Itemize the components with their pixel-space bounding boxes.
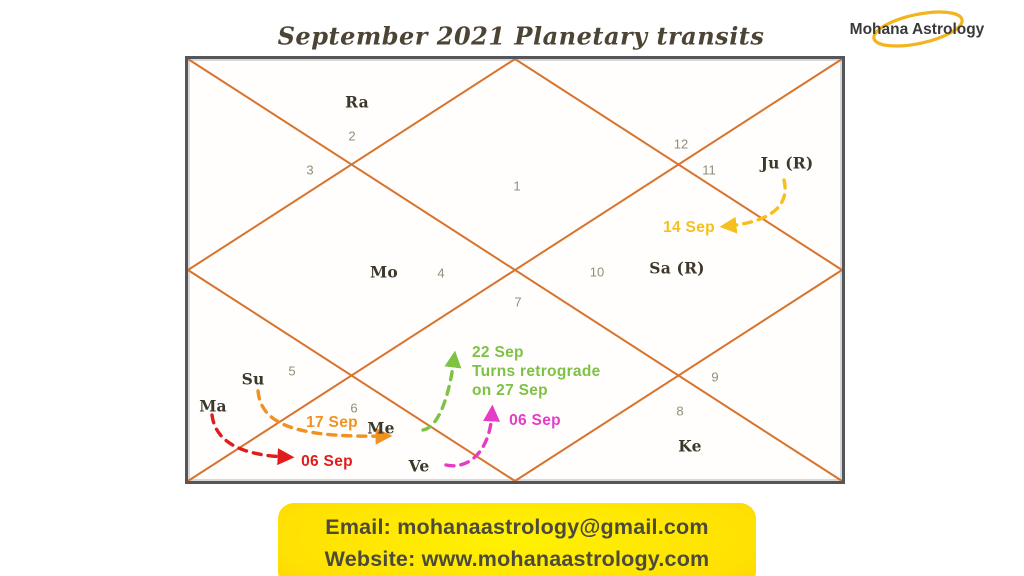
contact-website: Website: www.mohanaastrology.com — [324, 547, 710, 571]
planet-mars: Ma — [199, 396, 227, 416]
planet-mercury: Me — [367, 418, 395, 438]
house-number-10: 10 — [589, 264, 605, 280]
logo-ellipse-icon — [872, 10, 964, 48]
planet-rahu: Ra — [345, 92, 369, 112]
house-number-7: 7 — [514, 294, 522, 310]
planet-ketu: Ke — [678, 436, 702, 456]
page-title: September 2021 Planetary transits — [277, 21, 765, 51]
house-number-5: 5 — [288, 363, 296, 379]
mercury-retrograde-date: on 27 Sep — [472, 382, 548, 399]
sun-transit-arrow — [256, 389, 393, 445]
house-number-11: 11 — [702, 162, 716, 178]
jupiter-transit-arrow — [719, 178, 787, 234]
house-number-3: 3 — [306, 162, 314, 178]
contact-email: Email: mohanaastrology@gmail.com — [325, 515, 709, 539]
jupiter-transit-date: 14 Sep — [663, 219, 715, 236]
chart-grid — [188, 59, 842, 481]
house-number-4: 4 — [437, 265, 445, 281]
sun-transit-date: 17 Sep — [306, 414, 358, 431]
house-number-1: 1 — [513, 178, 521, 194]
planet-venus: Ve — [408, 456, 430, 476]
house-number-2: 2 — [348, 128, 356, 144]
transit-chart: 1 2 3 4 5 6 7 8 9 10 11 12 Ra Ju (R) Mo … — [185, 56, 845, 484]
house-number-12: 12 — [673, 136, 689, 152]
brand-logo-text: Mohana Astrology — [849, 21, 985, 38]
mars-transit-date: 06 Sep — [301, 453, 353, 470]
brand-logo: Mohana Astrology — [840, 4, 1005, 59]
house-number-9: 9 — [711, 369, 719, 385]
planet-sun: Su — [241, 369, 265, 389]
planet-moon: Mo — [370, 262, 398, 282]
house-number-6: 6 — [350, 400, 358, 416]
mercury-transit-date: 22 Sep — [472, 344, 524, 361]
mercury-retrograde-line: Turns retrograde — [472, 363, 601, 380]
mars-transit-arrow — [210, 413, 295, 466]
transit-arrows — [210, 178, 787, 468]
mercury-transit-arrow — [421, 350, 462, 432]
house-number-8: 8 — [676, 403, 684, 419]
mercury-retrograde-note: 22 Sep Turns retrograde on 27 Sep — [472, 343, 601, 400]
venus-transit-arrow — [444, 404, 501, 468]
planet-jupiter: Ju (R) — [760, 153, 814, 173]
contact-banner: Email: mohanaastrology@gmail.com Website… — [278, 503, 756, 576]
planet-saturn: Sa (R) — [649, 258, 705, 278]
venus-transit-date: 06 Sep — [509, 412, 561, 429]
